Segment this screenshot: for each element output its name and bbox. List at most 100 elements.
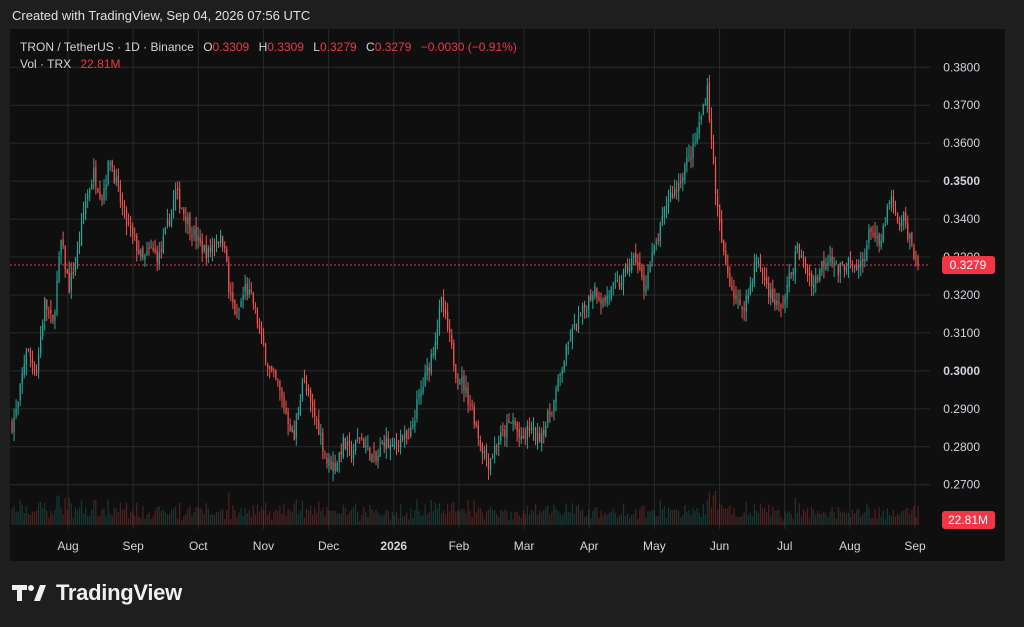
volume-bar [547, 505, 549, 525]
last-price-label: 0.3279 [950, 258, 987, 272]
volume-bar [690, 515, 692, 525]
volume-bar [835, 518, 837, 525]
volume-bar [129, 512, 132, 525]
volume-bar [651, 509, 653, 525]
candle-body [700, 117, 702, 120]
volume-bar [553, 504, 555, 525]
time-tick-label: Dec [318, 539, 339, 553]
volume-bar [688, 510, 690, 525]
volume-bar [913, 506, 915, 525]
candle-body [129, 226, 132, 228]
volume-bar [54, 509, 56, 525]
candle-body [518, 429, 520, 438]
volume-bar [592, 510, 594, 525]
volume-bar [896, 513, 899, 525]
candle-body [766, 277, 768, 284]
volume-bar [369, 504, 371, 525]
candle-body [330, 460, 332, 470]
volume-bar [647, 511, 649, 525]
volume-bar [25, 506, 27, 525]
candle-body [747, 295, 749, 299]
candle-body [487, 458, 490, 469]
candle-body [352, 451, 355, 459]
candle-body [359, 437, 361, 439]
volume-bar [676, 509, 678, 525]
candle-body [849, 259, 852, 262]
price-chart[interactable]: 0.38000.37000.36000.35000.34000.33000.32… [10, 29, 1005, 561]
candle-body [228, 263, 230, 293]
candle-body [626, 263, 629, 273]
volume-bar [788, 511, 790, 525]
volume-bar [74, 507, 77, 525]
volume-bar [352, 506, 355, 525]
volume-bar [506, 511, 508, 525]
candle-body [888, 202, 891, 205]
candle-body [52, 314, 54, 322]
candle-body [158, 252, 160, 265]
volume-bar [831, 507, 833, 525]
volume-bar [659, 499, 661, 525]
candle-body [596, 287, 598, 298]
volume-bar [686, 512, 688, 525]
high-label: H [258, 40, 268, 54]
volume-bar [183, 516, 185, 525]
candle-body [404, 432, 406, 439]
volume-bar [526, 506, 529, 525]
volume-bar [254, 514, 257, 525]
candle-body [577, 316, 580, 330]
volume-bar [841, 512, 843, 525]
candle-body [745, 296, 747, 312]
candle-body [125, 210, 128, 226]
volume-bar [453, 501, 455, 525]
candle-body [471, 405, 473, 407]
volume-bar [144, 518, 146, 525]
candle-body [207, 247, 209, 257]
volume-bar [602, 515, 604, 525]
candle-body [379, 447, 381, 457]
candle-body [588, 295, 590, 309]
volume-bar [700, 516, 702, 525]
candle-body [565, 344, 567, 360]
volume-bar [195, 507, 197, 525]
volume-bar [336, 513, 338, 525]
volume-bar [373, 512, 375, 525]
candle-body [516, 423, 518, 432]
candle-body [755, 257, 758, 263]
volume-bar [649, 511, 651, 525]
volume-label[interactable]: Vol · TRX [20, 57, 72, 71]
volume-bar [837, 506, 839, 525]
candle-body [19, 384, 21, 401]
candle-body [831, 256, 833, 264]
volume-bar [884, 519, 886, 525]
candle-body [898, 222, 901, 228]
candle-body [690, 157, 692, 161]
candle-body [749, 285, 751, 296]
volume-bar [763, 507, 766, 525]
volume-bar [858, 509, 860, 525]
candle-body [17, 401, 19, 408]
candle-body [461, 377, 463, 383]
candle-body [520, 435, 522, 440]
volume-bar [620, 513, 623, 525]
time-tick-label: Sep [904, 539, 926, 553]
brand[interactable]: TradingView [12, 580, 182, 606]
candle-body [743, 308, 745, 311]
volume-bar [328, 510, 330, 525]
candle-body [89, 189, 91, 194]
volume-bar [267, 514, 269, 525]
candle-body [884, 224, 886, 226]
candle-body [381, 442, 383, 445]
volume-bar [469, 510, 471, 525]
candle-body [80, 220, 83, 245]
symbol-label[interactable]: TRON / TetherUS · 1D · Binance [20, 40, 194, 54]
price-axis: 0.38000.37000.36000.35000.34000.33000.32… [943, 60, 980, 491]
volume-bar [344, 507, 346, 525]
candle-body [226, 249, 228, 262]
candle-body [442, 297, 445, 312]
candle-body [827, 261, 829, 267]
candle-body [825, 263, 827, 270]
candle-body [309, 390, 312, 402]
chart-panel[interactable]: 0.38000.37000.36000.35000.34000.33000.32… [10, 29, 1005, 561]
candle-body [698, 122, 700, 134]
candle-body [896, 213, 899, 223]
